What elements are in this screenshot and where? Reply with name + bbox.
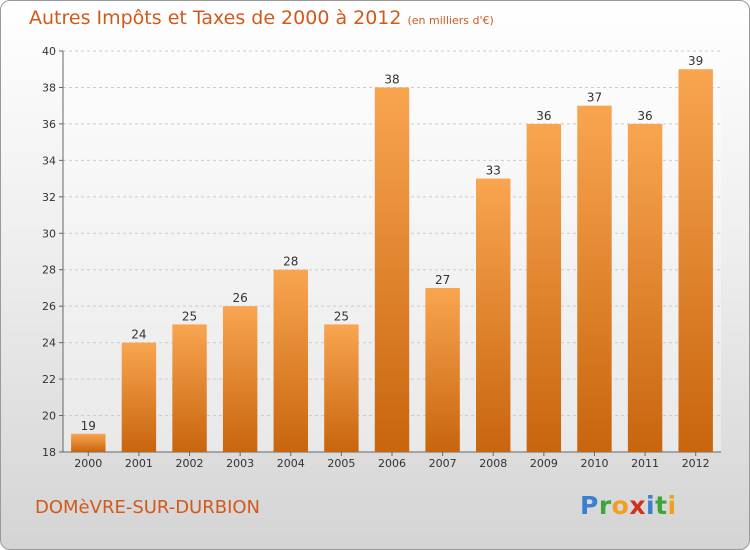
bar [172,324,207,452]
bar [374,87,410,453]
value-label: 37 [587,91,602,105]
x-tick-label: 2001 [125,457,153,470]
y-tick-label: 20 [42,410,56,423]
y-tick-label: 28 [42,264,56,277]
commune-name: DOMèVRE-SUR-DURBION [35,497,261,518]
logo-letter: x [629,491,646,520]
x-tick-label: 2002 [176,457,204,470]
labels: 19 24 25 26 28 25 38 27 33 36 37 36 39 [81,54,704,433]
bar [476,178,511,452]
logo-letter: t [655,491,668,520]
x-tick-label: 2000 [74,457,102,470]
value-label: 36 [637,109,652,123]
x-tick-label: 2010 [580,457,608,470]
chart-title-text: Autres Impôts et Taxes de 2000 à 2012 [29,7,402,29]
value-label: 33 [486,164,501,178]
value-label: 24 [131,328,146,342]
bar [121,342,157,452]
x-tick-label: 2012 [682,457,710,470]
y-tick-label: 30 [42,227,56,240]
y-tick-label: 24 [42,337,56,350]
x-tick-label: 2009 [530,457,558,470]
logo-letter: i [646,491,656,520]
value-label: 19 [81,419,96,433]
value-label: 36 [536,109,551,123]
y-tick-label: 40 [42,45,56,58]
y-tick-label: 26 [42,300,56,313]
bars [71,69,713,453]
x-tick-label: 2008 [479,457,507,470]
value-label: 27 [435,273,450,287]
value-label: 25 [182,309,197,323]
chart-title: Autres Impôts et Taxes de 2000 à 2012 (en… [29,7,494,29]
logo-letter: i [667,491,677,520]
x-tick-label: 2003 [226,457,254,470]
proxiti-logo: Proxiti [580,491,677,520]
logo-letter: r [598,491,612,520]
y-tick-label: 22 [42,373,56,386]
value-label: 26 [233,291,248,305]
chart-subtitle: (en milliers d'€) [407,14,494,27]
bar [577,105,612,452]
x-tick-label: 2005 [327,457,355,470]
bar [273,269,308,452]
x-tick-label: 2006 [378,457,406,470]
value-label: 39 [688,54,703,68]
y-tick-label: 32 [42,191,56,204]
bar [425,287,460,452]
logo-letter: o [611,491,630,520]
x-tick-label: 2007 [429,457,457,470]
bar [627,123,663,452]
y-tick-label: 18 [42,446,56,459]
bar [678,69,713,453]
x-tick-label: 2011 [631,457,659,470]
y-tick-label: 36 [42,118,56,131]
logo-letter: P [580,491,599,520]
value-label: 25 [334,309,349,323]
x-tick-label: 2004 [277,457,305,470]
bar [71,433,106,452]
bar [324,324,359,452]
y-tick-label: 34 [42,154,56,167]
value-label: 28 [283,255,298,269]
y-tick-label: 38 [42,81,56,94]
bar [526,123,562,452]
value-label: 38 [384,72,399,86]
bar [222,306,258,452]
